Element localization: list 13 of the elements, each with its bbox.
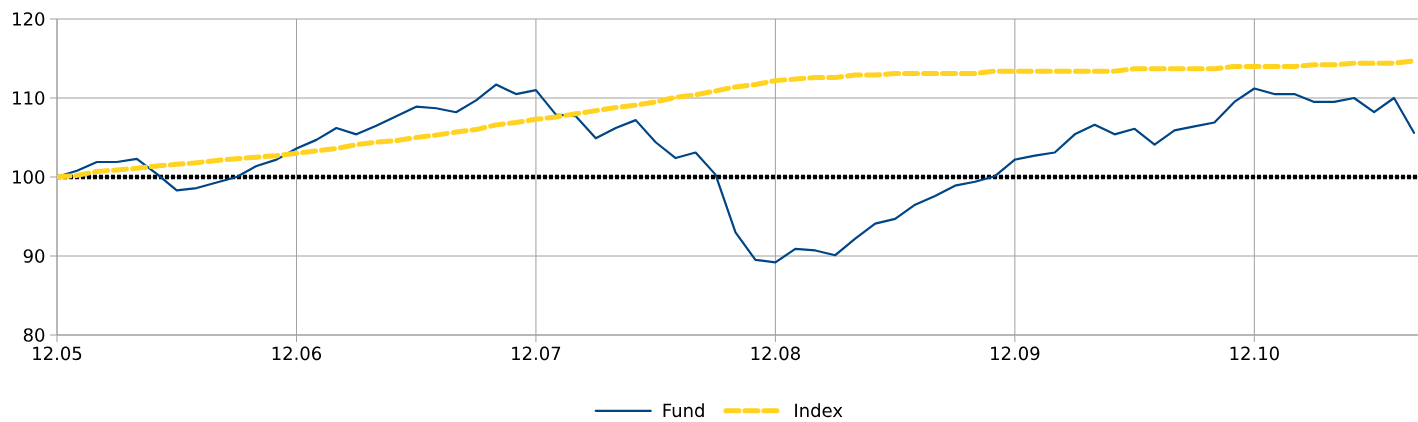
y-tick-label: 100 (13, 170, 45, 184)
x-tick-label: 12.07 (512, 346, 561, 361)
x-tick-label: 12.09 (991, 346, 1040, 361)
y-tick-label: 80 (23, 328, 45, 342)
y-tick-label: 110 (13, 91, 45, 105)
y-tick-label: 90 (23, 249, 45, 263)
legend-label: Fund (663, 403, 704, 418)
x-tick-label: 12.08 (751, 346, 800, 361)
legend-label: Index (795, 403, 843, 418)
x-tick-label: 12.10 (1230, 346, 1279, 361)
x-tick-label: 12.06 (272, 346, 322, 361)
x-tick-label: 12.05 (33, 346, 82, 361)
y-tick-label: 120 (13, 12, 45, 26)
